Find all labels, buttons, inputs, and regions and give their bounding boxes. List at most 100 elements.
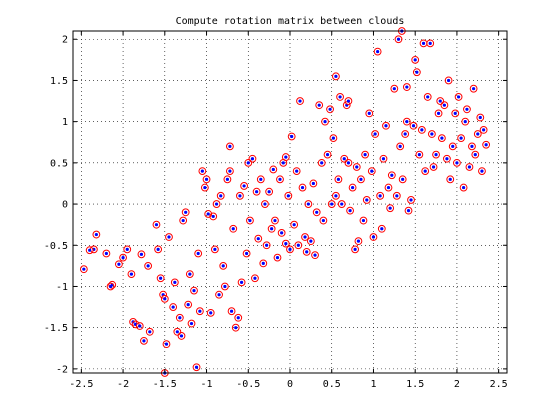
point-circle-marker (194, 249, 203, 258)
point-dot-marker (206, 212, 210, 216)
point-dot-marker (446, 78, 451, 83)
data-point (384, 183, 393, 192)
data-point (382, 121, 390, 130)
point-dot-marker (331, 136, 335, 140)
data-point (336, 93, 344, 101)
point-circle-marker (373, 47, 382, 56)
point-dot-marker (406, 209, 411, 213)
data-point (259, 259, 268, 268)
point-dot-marker (405, 85, 409, 89)
data-point (162, 340, 171, 349)
data-point (175, 313, 184, 322)
data-point (344, 97, 353, 105)
point-dot-marker (472, 87, 476, 91)
x-tick-label: -1.5 (153, 379, 177, 390)
point-circle-marker (304, 200, 313, 208)
point-dot-marker (363, 153, 367, 157)
point-dot-marker (296, 243, 300, 247)
point-dot-marker (189, 321, 194, 326)
point-dot-marker (239, 280, 244, 284)
point-circle-marker (301, 233, 309, 241)
point-circle-marker (129, 318, 137, 326)
data-point (311, 251, 319, 260)
data-point (144, 261, 153, 270)
point-circle-marker (206, 308, 215, 317)
point-dot-marker (401, 177, 405, 181)
data-point (352, 163, 361, 171)
point-dot-marker (223, 284, 227, 289)
data-point (351, 245, 360, 254)
point-circle-marker (359, 216, 368, 225)
x-tick-label: 0.5 (323, 379, 341, 390)
point-dot-marker (330, 202, 334, 206)
point-circle-marker (337, 200, 346, 208)
point-circle-marker (365, 109, 374, 118)
point-circle-marker (265, 187, 274, 196)
y-tick-label: -1 (56, 282, 68, 293)
data-point (185, 270, 194, 279)
data-point (216, 191, 225, 200)
point-circle-marker (106, 282, 115, 291)
point-circle-marker (79, 265, 88, 274)
point-circle-marker (317, 158, 326, 167)
point-dot-marker (221, 264, 225, 268)
data-point (427, 130, 436, 138)
point-circle-marker (354, 237, 363, 246)
point-circle-marker (269, 165, 278, 174)
point-circle-marker (473, 130, 482, 138)
point-circle-marker (286, 245, 294, 254)
point-dot-marker (280, 231, 284, 235)
data-point (479, 125, 488, 134)
point-circle-marker (367, 167, 376, 175)
point-dot-marker (415, 70, 419, 74)
point-dot-marker (386, 185, 391, 190)
point-dot-marker (451, 144, 455, 148)
x-tick-label: -1 (201, 379, 213, 390)
data-point (473, 130, 482, 138)
point-dot-marker (413, 58, 417, 62)
data-point (210, 245, 219, 254)
data-point (152, 220, 161, 229)
point-circle-marker (459, 183, 468, 192)
chart-title: Compute rotation matrix between clouds (176, 16, 405, 27)
y-tick-label: 1.5 (50, 76, 68, 87)
data-point (246, 216, 254, 225)
point-dot-marker (217, 293, 221, 297)
data-point (304, 200, 313, 208)
point-dot-marker (229, 309, 234, 313)
point-circle-marker (202, 175, 211, 184)
data-point (317, 158, 326, 167)
point-dot-marker (245, 251, 249, 256)
data-point (404, 206, 413, 215)
point-circle-marker (281, 153, 290, 161)
point-dot-marker (236, 316, 240, 320)
data-point (426, 39, 435, 48)
point-dot-marker (278, 177, 282, 181)
data-point (301, 233, 309, 241)
point-dot-marker (311, 181, 315, 186)
point-dot-marker (94, 232, 98, 237)
data-point (184, 300, 193, 309)
point-circle-marker (465, 163, 474, 171)
point-circle-marker (461, 117, 470, 126)
point-circle-marker (254, 234, 263, 243)
point-dot-marker (259, 177, 263, 181)
point-circle-marker (432, 150, 440, 159)
data-point (476, 113, 485, 122)
point-circle-marker (119, 253, 127, 262)
data-point (286, 245, 294, 254)
point-circle-marker (145, 327, 154, 336)
data-point (242, 249, 251, 258)
point-circle-marker (417, 125, 426, 134)
point-dot-marker (290, 134, 294, 139)
data-point (312, 208, 321, 217)
data-point (379, 154, 388, 163)
point-dot-marker (462, 185, 466, 190)
data-point (252, 187, 261, 196)
point-circle-marker (352, 163, 361, 171)
point-dot-marker (228, 144, 232, 148)
point-circle-marker (471, 150, 480, 159)
point-dot-marker (395, 194, 399, 198)
data-point (154, 245, 163, 254)
data-point (412, 68, 421, 77)
